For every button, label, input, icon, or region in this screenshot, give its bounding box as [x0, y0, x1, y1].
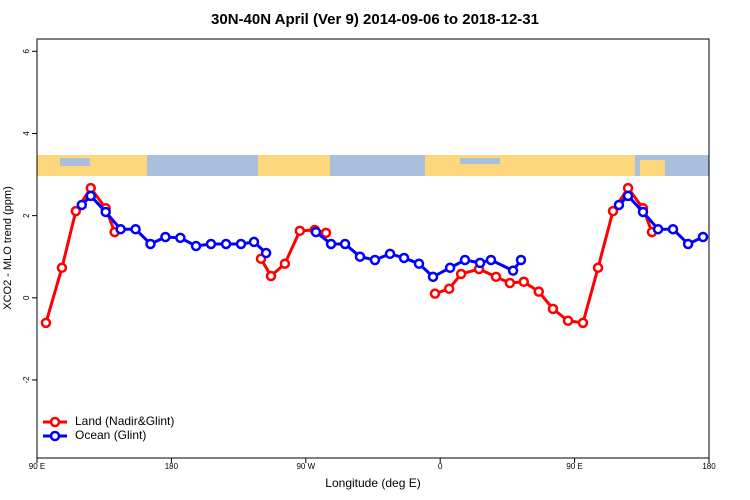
- series-point: [547, 303, 559, 315]
- series-point: [354, 251, 366, 262]
- series-point: [490, 271, 502, 283]
- series-point: [515, 254, 527, 266]
- series-point: [40, 317, 52, 329]
- series-point: [279, 258, 291, 269]
- legend-marker: [49, 430, 61, 442]
- y-tick-label: 2: [22, 213, 31, 218]
- series-point: [56, 262, 68, 274]
- series-point: [220, 238, 232, 250]
- series-point: [459, 254, 471, 266]
- series-point: [682, 238, 694, 250]
- series-point: [485, 254, 497, 266]
- series-point: [248, 236, 260, 248]
- series-point: [115, 223, 126, 235]
- map-strip: [37, 155, 709, 176]
- series-point: [507, 265, 519, 276]
- series-point: [637, 206, 649, 218]
- series-point: [444, 262, 456, 274]
- series-point: [474, 257, 486, 269]
- legend-label: Land (Nadir&Glint): [75, 414, 174, 428]
- x-tick-label: 0: [438, 462, 443, 471]
- series-point: [235, 238, 247, 250]
- series-point: [613, 199, 625, 211]
- series-point: [369, 254, 381, 266]
- series-point: [320, 227, 332, 239]
- y-axis-label: XCO2 - MLO trend (ppm): [2, 186, 14, 309]
- x-axis-label: Longitude (deg E): [325, 476, 420, 490]
- series-point: [70, 205, 82, 217]
- legend-marker: [49, 416, 61, 428]
- x-tick-label: 180: [165, 462, 179, 471]
- x-tick-label: 90 E: [566, 462, 582, 471]
- chart-title: 30N-40N April (Ver 9) 2014-09-06 to 2018…: [211, 11, 539, 28]
- series-line: [434, 186, 654, 325]
- series-point: [85, 190, 97, 202]
- series-point: [577, 317, 589, 329]
- series-point: [455, 268, 467, 280]
- y-tick-label: 4: [22, 131, 31, 136]
- series-point: [100, 206, 111, 218]
- legend-label: Ocean (Glint): [75, 428, 146, 442]
- plot-frame: [36, 38, 710, 459]
- series-point: [339, 238, 351, 250]
- x-tick-label: 90 E: [29, 462, 45, 471]
- y-tick-label: 6: [22, 49, 31, 54]
- series-point: [592, 262, 604, 274]
- series-point: [533, 286, 545, 297]
- series-point: [265, 270, 277, 282]
- series-point: [175, 232, 186, 244]
- series-point: [697, 231, 709, 243]
- series-point: [607, 205, 619, 217]
- series-point: [413, 258, 425, 269]
- y-tick-label: -2: [22, 376, 31, 384]
- x-tick-label: 180: [702, 462, 716, 471]
- series-point: [427, 271, 439, 283]
- series-point: [76, 199, 88, 211]
- series-point: [398, 252, 410, 264]
- series-point: [504, 277, 516, 289]
- series-point: [160, 231, 171, 243]
- series-point: [310, 226, 322, 238]
- series-point: [622, 190, 634, 202]
- series-point: [518, 276, 530, 288]
- series-point: [294, 225, 306, 237]
- series-point: [145, 238, 156, 250]
- series-point: [325, 238, 337, 250]
- series-point: [429, 288, 441, 299]
- series-point: [130, 223, 141, 235]
- series-point: [562, 315, 574, 327]
- series-point: [652, 223, 664, 235]
- y-tick-label: 0: [22, 295, 31, 300]
- series-point: [667, 223, 679, 235]
- series-point: [205, 238, 217, 250]
- series-point: [384, 248, 396, 260]
- series-point: [260, 247, 272, 259]
- x-tick-label: 90 W: [296, 462, 315, 471]
- series-point: [443, 283, 455, 295]
- series-point: [190, 240, 202, 252]
